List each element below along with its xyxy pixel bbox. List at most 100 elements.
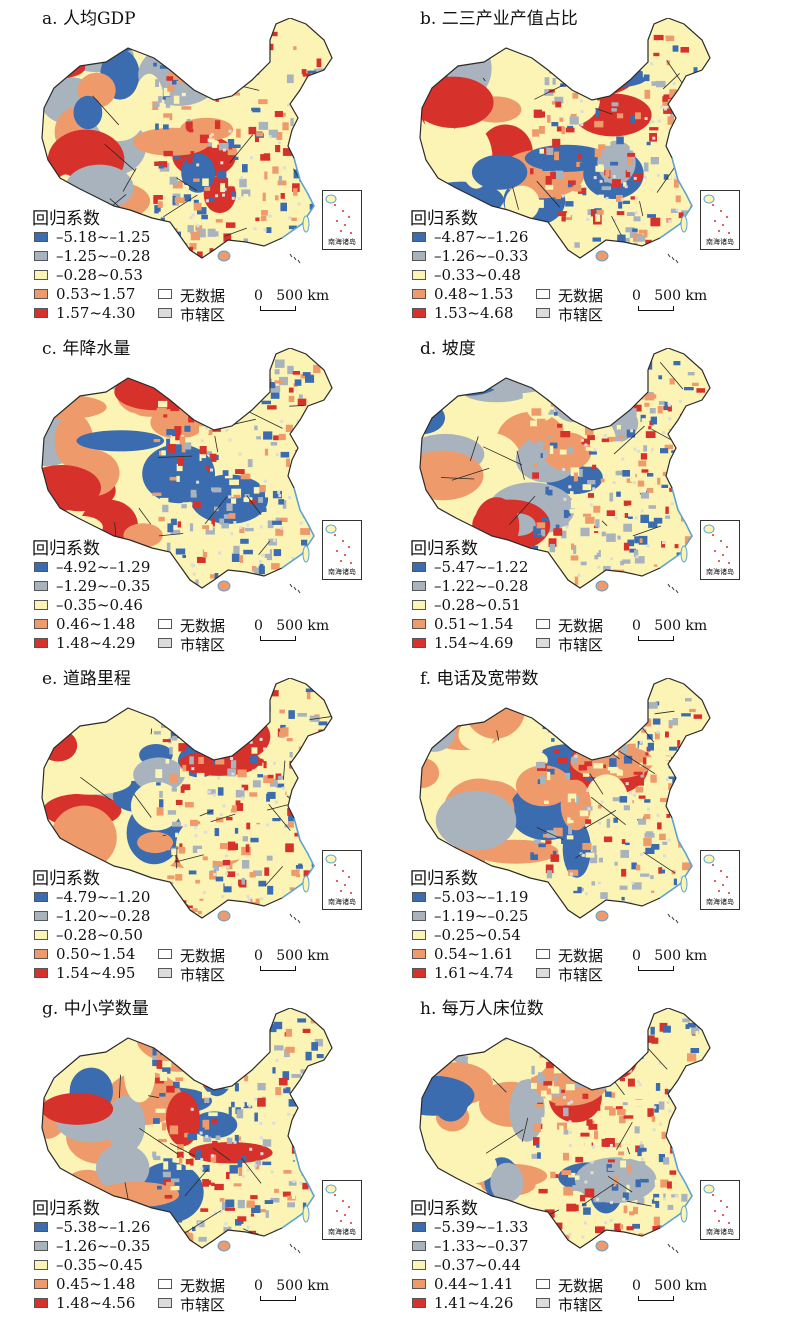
urban-district [249,156,253,160]
county-cell [294,358,303,363]
county-cell [253,854,261,863]
county-cell [266,227,272,233]
county-cell [633,771,643,775]
scale-label: 0 500 km [254,618,330,634]
county-cell [213,36,218,40]
county-region [546,18,598,72]
county-cell [165,759,170,764]
county-cell [192,731,199,736]
county-region [191,728,236,753]
county-cell [540,36,545,41]
county-cell [156,561,165,571]
legend-label: 1.61~4.74 [434,964,514,982]
urban-district [308,123,312,127]
legend-swatch [34,949,48,959]
china-map [41,348,333,594]
county-cell [687,372,695,376]
county-cell [178,743,186,752]
urban-district [281,786,285,790]
legend-title: 回归系数 [410,209,478,229]
county-cell [601,808,606,817]
county-cell [696,448,706,454]
county-cell [203,35,208,39]
county-cell [267,885,274,895]
county-cell [211,487,221,491]
urban-district [273,539,276,542]
county-cell [202,525,212,529]
urban-district [621,457,625,461]
county-cell [561,1049,569,1057]
county-cell [203,377,214,386]
county-cell [307,1098,315,1103]
legend-label: –0.25~0.54 [434,926,521,944]
county-cell [315,856,322,863]
county-cell [196,890,204,899]
nodata-swatch [158,1279,172,1289]
county-cell [261,210,268,216]
county-cell [209,524,213,531]
urban-district [219,1210,223,1214]
urban-district [268,135,272,139]
urban-district [656,730,660,734]
urban-district [681,894,685,898]
county-cell [321,829,325,838]
county-cell [253,870,262,876]
county-cell [210,574,219,579]
province-boundary [309,714,332,720]
county-cell [531,1065,535,1075]
county-cell [638,818,647,825]
county-cell [592,1027,599,1032]
china-map [41,1008,333,1254]
county-cell [553,528,563,536]
county-cell [546,771,551,781]
county-cell [626,1226,634,1231]
county-cell [303,584,308,588]
county-cell [533,526,541,534]
county-cell [574,1204,579,1212]
county-cell [591,549,599,553]
county-cell [601,186,611,191]
scale-label: 0 500 km [254,1278,330,1294]
county-cell [561,1170,572,1175]
county-cell [219,1079,225,1088]
county-cell [669,378,675,385]
county-cell [623,500,632,506]
county-cell [311,1238,321,1246]
map-panel: h. 每万人床位数 南海诸岛 回归系数 –5.39~–1.33 –1.33~–0.37–… [410,994,787,1314]
urban-district [577,573,581,577]
county-cell [302,73,311,77]
county-cell [657,405,663,414]
urban-district [284,244,288,248]
county-cell [620,1077,625,1082]
county-cell [218,57,225,65]
county-cell [179,843,183,848]
county-cell [178,457,185,466]
county-cell [574,242,580,248]
county-region [467,1040,548,1082]
urban-district [581,853,585,857]
coastline [659,817,693,899]
scale-bar: 0 500 km [254,618,330,641]
county-cell [640,1088,647,1093]
boundary-dash [293,586,297,591]
inset-map [703,194,730,234]
legend-label: 1.48~4.56 [56,1294,136,1312]
county-cell [663,713,673,721]
county-cell [219,1073,226,1077]
county-cell [262,1139,272,1147]
county-cell [582,1203,587,1207]
county-cell [265,1210,269,1218]
county-cell [305,455,314,459]
county-cell [243,254,250,258]
county-cell [681,1193,688,1202]
county-cell [556,253,565,258]
county-cell [158,54,164,59]
island-dot [728,232,730,234]
county-cell [655,1155,659,1164]
island-dot [714,220,716,222]
county-cell [179,386,188,390]
urban-district [585,741,589,745]
county-cell [545,184,554,190]
county-cell [305,1051,312,1061]
county-cell [172,207,179,214]
